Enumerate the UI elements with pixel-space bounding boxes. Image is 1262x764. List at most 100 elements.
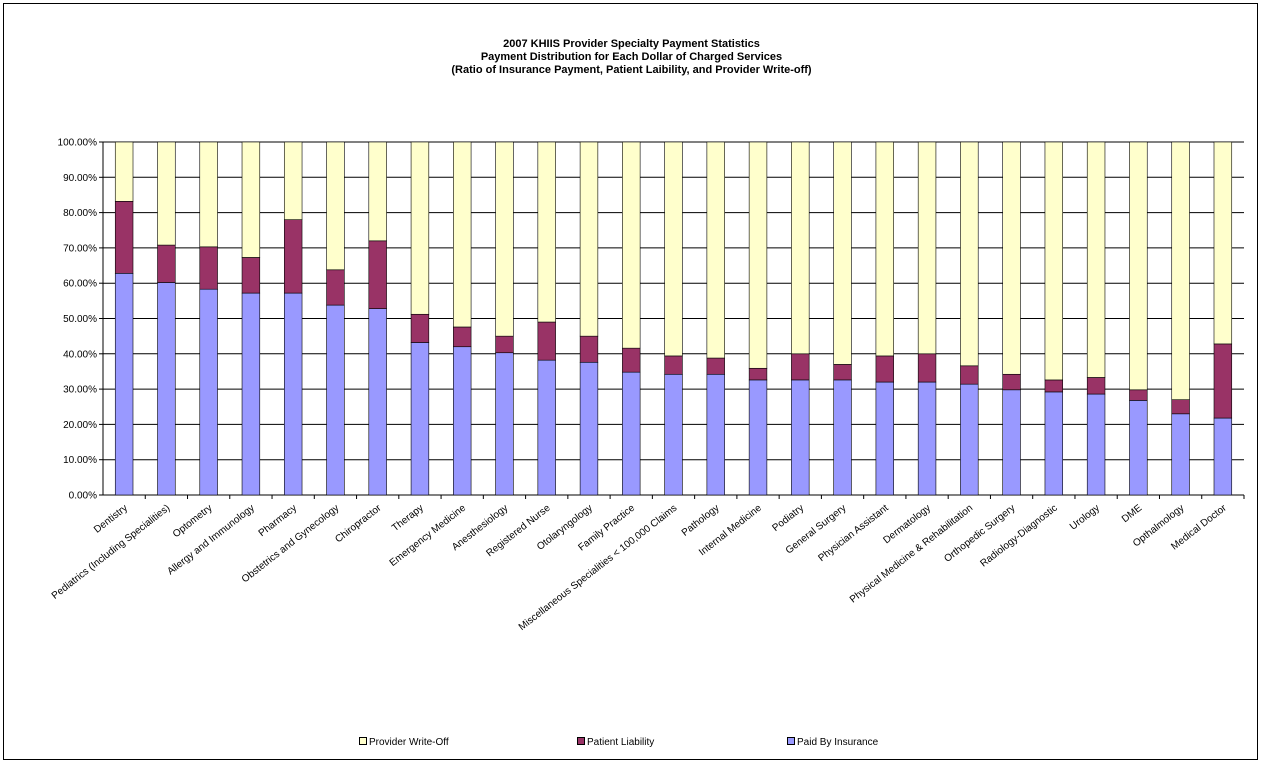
bar-segment-paid-by-insurance <box>241 292 261 496</box>
bar-segment-paid-by-insurance <box>1129 400 1148 496</box>
bar-segment-provider-write-off <box>283 141 303 220</box>
chart-frame: 2007 KHIIS Provider Specialty Payment St… <box>3 3 1258 760</box>
legend-label-patient-liability: Patient Liability <box>587 737 655 748</box>
x-category-label: Dentistry <box>92 503 130 536</box>
legend-swatch-provider-write-off <box>359 737 367 745</box>
y-tick-label: 40.00% <box>63 349 97 360</box>
bar-segment-paid-by-insurance <box>157 282 176 496</box>
y-tick-label: 100.00% <box>58 138 98 149</box>
bar-segment-patient-liability <box>495 335 514 354</box>
bar-segment-provider-write-off <box>622 141 641 349</box>
bar-segment-patient-liability <box>199 246 218 290</box>
bar-segment-paid-by-insurance <box>833 379 852 496</box>
legend-swatch-paid-by-insurance <box>787 737 795 745</box>
bar-segment-paid-by-insurance <box>368 308 387 496</box>
bar-segment-patient-liability <box>706 357 725 375</box>
bar-segment-patient-liability <box>537 321 556 361</box>
y-tick-label: 80.00% <box>63 208 97 219</box>
x-category-label: Orthopedic Surgery <box>942 503 1017 565</box>
bar-segment-paid-by-insurance <box>199 288 218 496</box>
bar-segment-paid-by-insurance <box>622 371 641 496</box>
bar-segment-provider-write-off <box>791 141 810 355</box>
bar-segment-paid-by-insurance <box>1002 389 1021 496</box>
bar-segment-patient-liability <box>917 353 937 383</box>
x-category-label: Miscellaneous Specialities < 100,000 Cla… <box>517 503 679 633</box>
bar-segment-paid-by-insurance <box>114 273 134 496</box>
bar-segment-paid-by-insurance <box>664 373 683 496</box>
chart-title-block: 2007 KHIIS Provider Specialty Payment St… <box>4 38 1259 77</box>
bar-segment-provider-write-off <box>453 141 472 328</box>
bar-segment-provider-write-off <box>241 141 261 258</box>
x-category-label: Urology <box>1068 503 1102 533</box>
bar-segment-provider-write-off <box>495 141 514 337</box>
bar-segment-paid-by-insurance <box>1213 417 1233 496</box>
bar-segment-patient-liability <box>368 240 387 309</box>
bar-segment-patient-liability <box>1044 379 1064 393</box>
bar-segment-patient-liability <box>1002 373 1021 391</box>
bar-segment-paid-by-insurance <box>706 373 725 496</box>
bar-segment-provider-write-off <box>579 141 599 337</box>
bar-segment-provider-write-off <box>875 141 894 357</box>
bar-segment-patient-liability <box>579 335 599 363</box>
bar-segment-provider-write-off <box>537 141 556 323</box>
y-tick-label: 0.00% <box>69 491 97 502</box>
bar-segment-patient-liability <box>410 313 430 343</box>
y-tick-label: 30.00% <box>63 385 97 396</box>
bar-segment-paid-by-insurance <box>1086 393 1106 496</box>
bar-segment-patient-liability <box>960 365 979 385</box>
legend-swatch-patient-liability <box>577 737 585 745</box>
legend-item-paid-by-insurance: Paid By Insurance <box>787 737 878 748</box>
chart-plot: 0.00% 10.00% 20.00% 30.00% 40.00% 50.00% 60.00… <box>50 138 1245 633</box>
x-category-label: DME <box>1120 503 1145 526</box>
y-tick-label: 70.00% <box>63 243 97 254</box>
chart-subtitle-line-2: (Ratio of Insurance Payment, Patient Lai… <box>451 64 812 76</box>
chart-title: 2007 KHIIS Provider Specialty Payment St… <box>503 38 760 50</box>
bar-segment-provider-write-off <box>1213 141 1233 345</box>
bar-segment-patient-liability <box>326 269 345 306</box>
bar-segment-patient-liability <box>283 219 303 294</box>
y-tick-label: 90.00% <box>63 173 97 184</box>
bar-segment-patient-liability <box>114 201 134 274</box>
bar-segment-patient-liability <box>241 257 261 294</box>
bar-segment-paid-by-insurance <box>326 304 345 496</box>
bar-segment-paid-by-insurance <box>410 342 430 496</box>
bar-segment-provider-write-off <box>326 141 345 271</box>
y-tick-label: 60.00% <box>63 279 97 290</box>
legend-label-provider-write-off: Provider Write-Off <box>369 737 449 748</box>
bar-segment-paid-by-insurance <box>1171 413 1190 496</box>
x-category-label: Physician Assistant <box>816 503 890 565</box>
chart-subtitle-line-1: Payment Distribution for Each Dollar of … <box>480 51 783 63</box>
y-tick-label: 10.00% <box>63 455 97 466</box>
bar-segment-provider-write-off <box>157 141 176 246</box>
bar-segment-provider-write-off <box>748 141 768 369</box>
x-category-label: Pathology <box>680 503 722 539</box>
bar-segment-patient-liability <box>748 367 768 381</box>
bar-segment-provider-write-off <box>199 141 218 248</box>
bar-segment-patient-liability <box>622 347 641 373</box>
x-category-label: Therapy <box>390 503 426 534</box>
bar-segment-paid-by-insurance <box>1044 391 1064 496</box>
x-category-label: Pharmacy <box>257 503 299 539</box>
bar-segment-provider-write-off <box>1129 141 1148 391</box>
bar-segment-patient-liability <box>1129 389 1148 401</box>
bar-segment-provider-write-off <box>917 141 937 355</box>
bar-segment-paid-by-insurance <box>875 381 894 496</box>
bar-segment-provider-write-off <box>410 141 430 315</box>
y-tick-label: 50.00% <box>63 314 97 325</box>
bar-segment-provider-write-off <box>1002 141 1021 375</box>
x-category-label: Emergency Medicine <box>388 502 469 568</box>
bar-segment-paid-by-insurance <box>748 379 768 496</box>
bar-segment-provider-write-off <box>1044 141 1064 381</box>
bar-segment-patient-liability <box>664 355 683 375</box>
bar-segment-patient-liability <box>157 244 176 283</box>
bar-segment-provider-write-off <box>1171 141 1190 400</box>
bar-segment-patient-liability <box>1086 377 1106 395</box>
bar-segment-provider-write-off <box>114 141 134 202</box>
bar-segment-provider-write-off <box>960 141 979 367</box>
bar-segment-paid-by-insurance <box>579 361 599 496</box>
bar-segment-paid-by-insurance <box>917 381 937 496</box>
legend-label-paid-by-insurance: Paid By Insurance <box>797 737 879 748</box>
bar-segment-provider-write-off <box>368 141 387 242</box>
x-category-label: Chiropractor <box>333 502 384 545</box>
bar-segment-provider-write-off <box>664 141 683 357</box>
